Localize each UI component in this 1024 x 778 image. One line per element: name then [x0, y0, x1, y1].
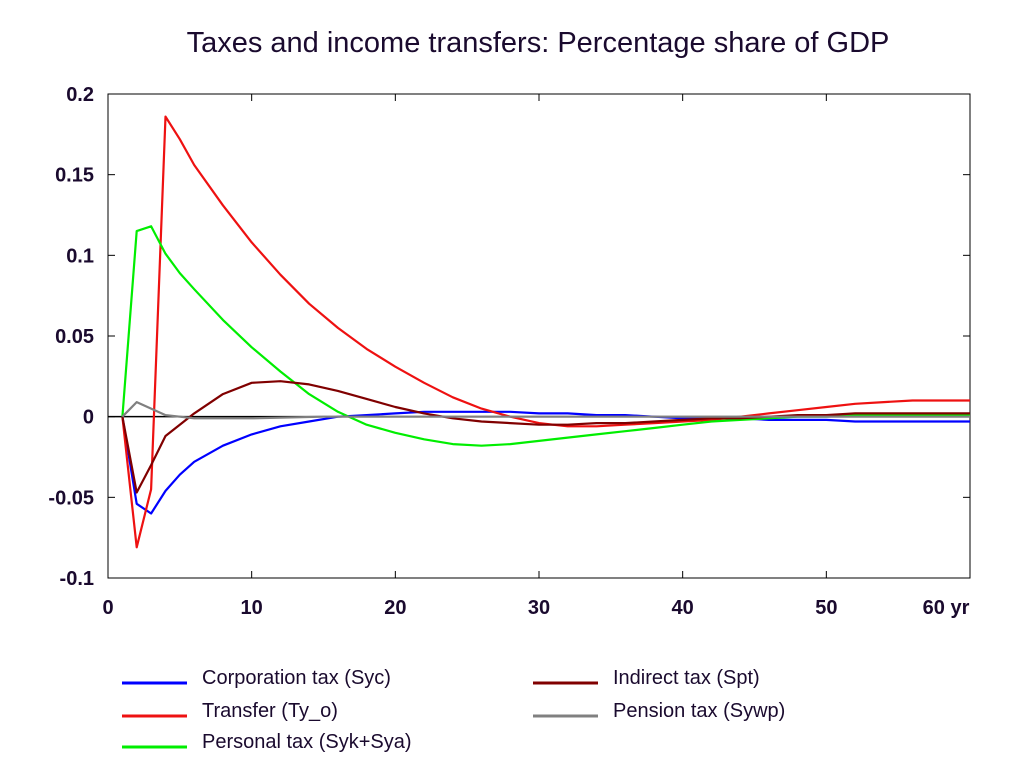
- legend-label: Corporation tax (Syc): [202, 667, 391, 689]
- series-line-4: [121, 401, 970, 420]
- y-axis: -0.1 -0.05 0 0.05 0.1 0.15 0.2: [48, 84, 970, 590]
- x-tick-label: 20: [384, 597, 406, 619]
- x-tick-label: 0: [102, 597, 113, 619]
- y-tick-label: 0.15: [55, 165, 94, 187]
- legend-label: Transfer (Ty_o): [202, 700, 338, 722]
- y-tick-label: 0.2: [66, 84, 94, 106]
- legend-label: Indirect tax (Spt): [613, 667, 760, 689]
- series-line-3: [121, 380, 970, 494]
- x-tick-label: 10: [241, 597, 263, 619]
- chart-title: Taxes and income transfers: Percentage s…: [187, 27, 890, 59]
- plot-frame: [107, 93, 971, 579]
- x-axis: 0 10 20 30 40 50 60 yr: [102, 94, 971, 619]
- series-lines: [108, 115, 970, 549]
- y-tick-label: -0.1: [60, 568, 94, 590]
- x-tick-label: 40: [672, 597, 694, 619]
- series-line-1: [121, 115, 970, 549]
- legend-label: Pension tax (Sywp): [613, 700, 785, 722]
- series-line-0: [121, 410, 970, 515]
- legend: Corporation tax (Syc) Indirect tax (Spt) T…: [122, 667, 785, 753]
- y-tick-label: 0.05: [55, 326, 94, 348]
- y-tick-label: 0: [83, 407, 94, 429]
- legend-label: Personal tax (Syk+Sya): [202, 731, 412, 753]
- x-tick-label: 50: [815, 597, 837, 619]
- y-tick-label: 0.1: [66, 245, 94, 267]
- x-tick-label: 60 yr: [923, 597, 970, 619]
- y-tick-label: -0.05: [48, 487, 94, 509]
- x-tick-label: 30: [528, 597, 550, 619]
